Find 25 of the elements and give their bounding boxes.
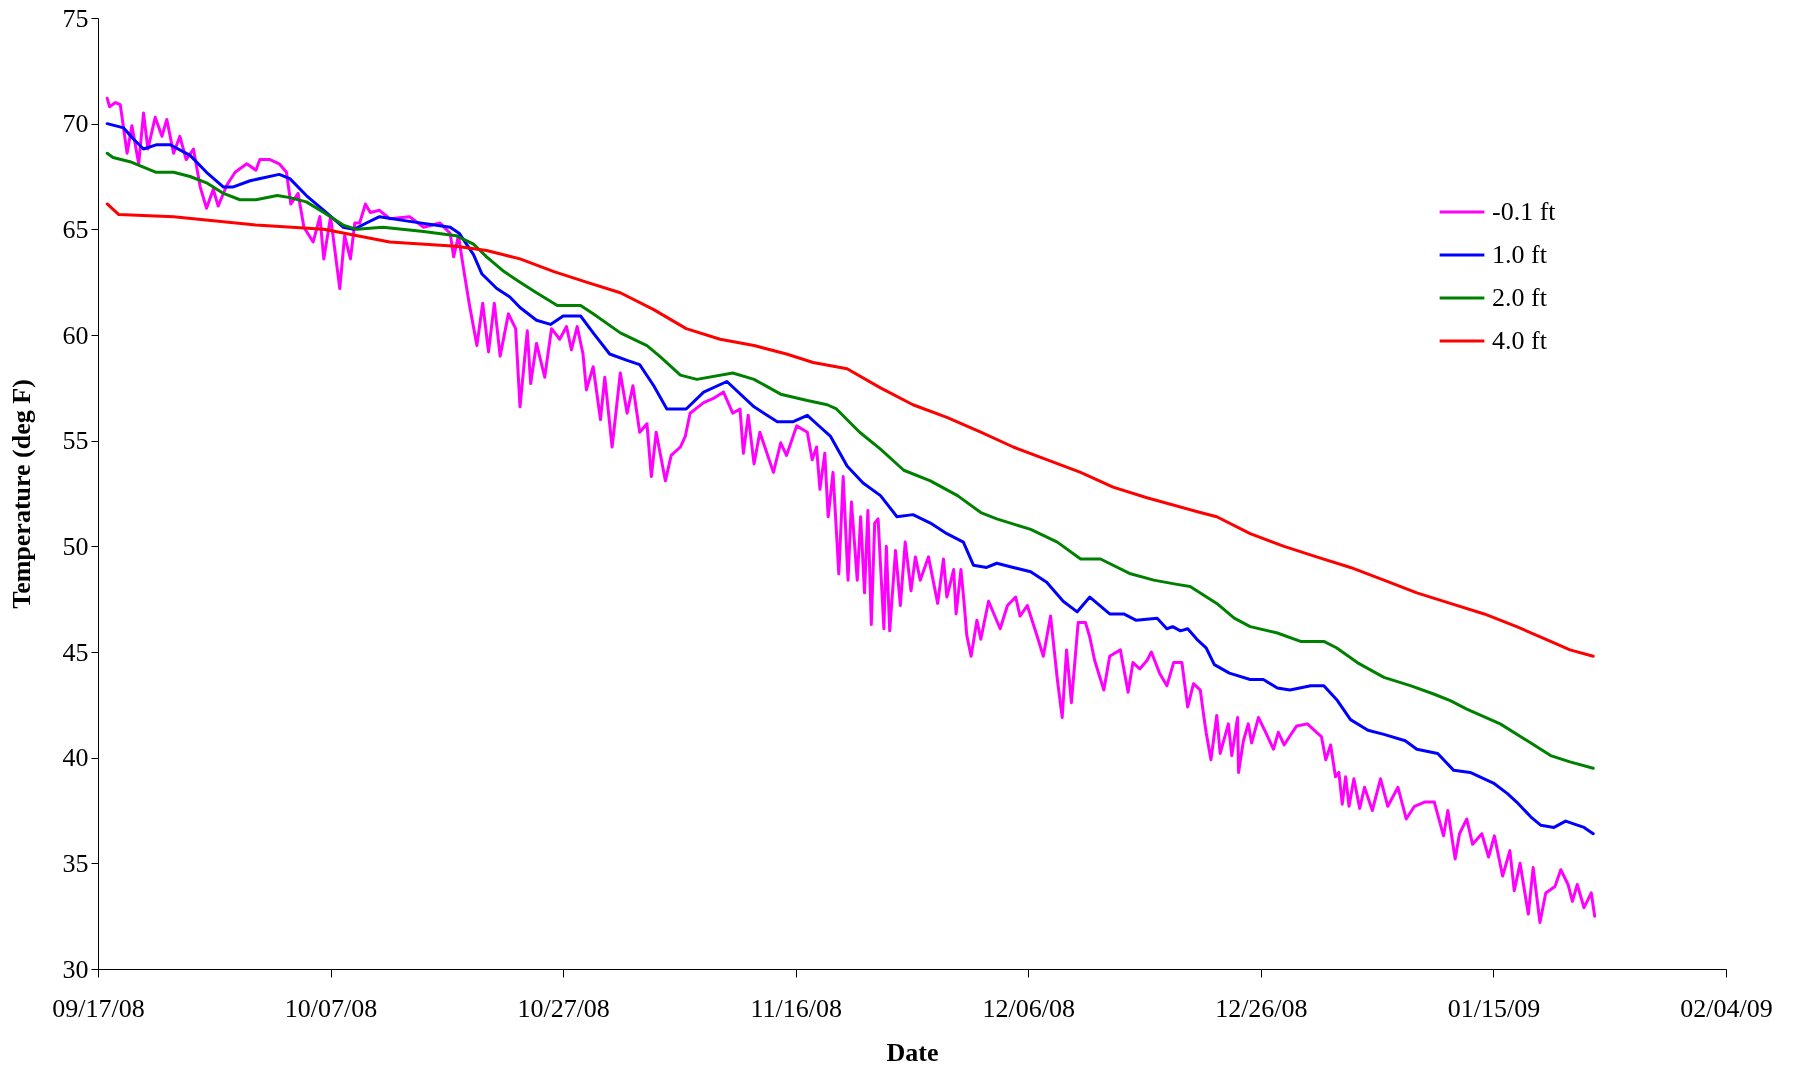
y-tick-label: 55	[62, 426, 89, 456]
x-tick-label: 01/15/09	[1447, 993, 1541, 1023]
x-tick-label: 10/27/08	[517, 993, 610, 1023]
x-tick-label: 02/04/09	[1680, 993, 1773, 1023]
x-axis-title: Date	[886, 1037, 939, 1067]
x-tick-label: 09/17/08	[52, 993, 145, 1023]
legend-label: 4.0 ft	[1492, 326, 1548, 355]
y-tick-label: 70	[62, 109, 89, 139]
x-tick-label: 12/06/08	[982, 993, 1076, 1023]
y-tick-label: 65	[62, 214, 89, 244]
y-tick-label: 40	[62, 743, 89, 773]
y-tick-label: 60	[62, 320, 89, 350]
y-tick-label: 35	[62, 848, 89, 878]
legend-label: 1.0 ft	[1492, 240, 1548, 269]
y-tick-label: 30	[62, 954, 89, 984]
legend-label: -0.1 ft	[1492, 197, 1557, 226]
x-tick-label: 11/16/08	[750, 993, 842, 1023]
y-tick-label: 45	[62, 637, 89, 667]
line-series	[105, 202, 1595, 658]
y-tick-label: 75	[62, 3, 89, 33]
x-tick-label: 12/26/08	[1215, 993, 1308, 1023]
legend-label: 2.0 ft	[1492, 283, 1548, 312]
y-tick-label: 50	[62, 531, 89, 561]
x-tick-label: 10/07/08	[284, 993, 378, 1023]
y-axis-title: Temperature (deg F)	[6, 379, 36, 609]
